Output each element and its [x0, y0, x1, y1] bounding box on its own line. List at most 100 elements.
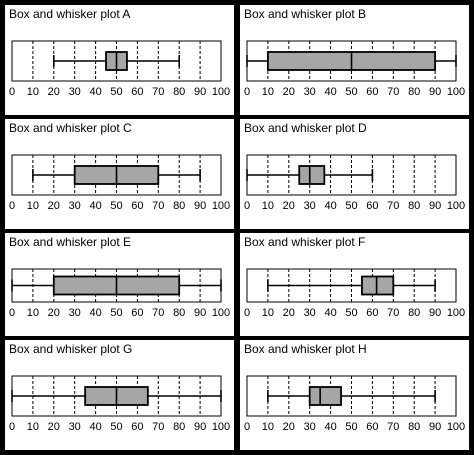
tick-label: 0 [9, 421, 15, 433]
tick-label: 60 [131, 200, 143, 212]
tick-label: 0 [244, 200, 250, 212]
tick-label: 0 [244, 421, 250, 433]
tick-label: 0 [9, 86, 15, 98]
box-plot-svg: 0 10 20 30 40 50 60 70 80 90 100 [9, 40, 230, 98]
panel-plot-f: Box and whisker plot F 0 10 20 30 40 50 60 70 80… [240, 233, 469, 336]
iqr-box [361, 275, 395, 296]
tick-label: 30 [304, 421, 316, 433]
tick-label: 60 [131, 421, 143, 433]
tick-label: 60 [366, 307, 378, 319]
tick-label: 0 [9, 200, 15, 212]
tick-label: 80 [173, 200, 185, 212]
tick-label: 50 [345, 200, 357, 212]
tick-label: 30 [304, 200, 316, 212]
box-plot-svg: 0 10 20 30 40 50 60 70 80 90 100 [9, 154, 230, 212]
tick-label: 10 [262, 421, 274, 433]
tick-label: 20 [283, 200, 295, 212]
tick-label: 90 [429, 421, 441, 433]
tick-label: 60 [366, 200, 378, 212]
tick-label: 80 [408, 200, 420, 212]
tick-label: 70 [387, 307, 399, 319]
panel-title: Box and whisker plot G [9, 342, 133, 356]
tick-label: 50 [345, 421, 357, 433]
tick-label: 90 [429, 200, 441, 212]
panel-title: Box and whisker plot C [9, 121, 132, 135]
tick-label: 80 [173, 421, 185, 433]
tick-label: 60 [366, 421, 378, 433]
panel-plot-a: Box and whisker plot A 0 10 20 30 40 50 60 70 80… [5, 5, 234, 115]
tick-label: 60 [131, 86, 143, 98]
tick-label: 10 [27, 307, 39, 319]
tick-label: 10 [262, 307, 274, 319]
tick-label: 10 [27, 421, 39, 433]
tick-label: 20 [48, 200, 60, 212]
tick-label: 30 [69, 307, 81, 319]
tick-label: 100 [447, 200, 465, 212]
tick-label: 20 [48, 421, 60, 433]
tick-label: 70 [387, 421, 399, 433]
tick-label: 80 [408, 86, 420, 98]
tick-label: 40 [89, 86, 101, 98]
box-plot-svg: 0 10 20 30 40 50 60 70 80 90 100 [244, 40, 465, 98]
tick-label: 20 [48, 86, 60, 98]
tick-label: 30 [69, 421, 81, 433]
panel-plot-b: Box and whisker plot B 0 10 20 30 40 50 60 70 80… [240, 5, 469, 115]
tick-label: 90 [194, 200, 206, 212]
panel-plot-h: Box and whisker plot H 0 10 20 30 40 50 60 70 80… [240, 340, 469, 450]
panel-plot-c: Box and whisker plot C 0 10 20 30 40 50 60 70 80… [5, 119, 234, 229]
tick-label: 50 [110, 421, 122, 433]
tick-label: 20 [48, 307, 60, 319]
panel-title: Box and whisker plot E [9, 235, 132, 249]
tick-label: 30 [304, 307, 316, 319]
panel-title: Box and whisker plot B [244, 7, 367, 21]
iqr-box [308, 386, 342, 406]
tick-label: 10 [27, 86, 39, 98]
tick-label: 70 [387, 200, 399, 212]
tick-label: 90 [194, 86, 206, 98]
tick-label: 70 [387, 86, 399, 98]
tick-label: 80 [408, 421, 420, 433]
tick-label: 40 [324, 200, 336, 212]
tick-label: 60 [131, 307, 143, 319]
panel-plot-d: Box and whisker plot D 0 10 20 30 40 50 60 70 80… [240, 119, 469, 229]
tick-label: 30 [69, 86, 81, 98]
tick-label: 30 [69, 200, 81, 212]
tick-label: 10 [262, 86, 274, 98]
tick-label: 20 [283, 421, 295, 433]
tick-label: 100 [212, 86, 230, 98]
tick-label: 40 [89, 421, 101, 433]
tick-label: 40 [324, 86, 336, 98]
panel-title: Box and whisker plot A [9, 7, 131, 21]
tick-label: 70 [152, 86, 164, 98]
panel-plot-e: Box and whisker plot E 0 10 20 30 40 50 60 70 80… [5, 233, 234, 336]
tick-label: 20 [283, 307, 295, 319]
box-plot-svg: 0 10 20 30 40 50 60 70 80 90 100 [9, 268, 230, 319]
box-plot-svg: 0 10 20 30 40 50 60 70 80 90 100 [244, 154, 465, 212]
tick-label: 0 [244, 307, 250, 319]
tick-label: 100 [447, 86, 465, 98]
panel-plot-g: Box and whisker plot G 0 10 20 30 40 50 60 70 80… [5, 340, 234, 450]
tick-label: 100 [212, 307, 230, 319]
tick-label: 40 [89, 200, 101, 212]
panel-title: Box and whisker plot D [244, 121, 367, 135]
iqr-box [298, 165, 326, 185]
tick-label: 80 [408, 307, 420, 319]
tick-label: 90 [194, 307, 206, 319]
tick-label: 70 [152, 307, 164, 319]
tick-label: 0 [9, 307, 15, 319]
tick-label: 10 [262, 200, 274, 212]
box-plot-svg: 0 10 20 30 40 50 60 70 80 90 100 [244, 375, 465, 433]
tick-label: 60 [366, 86, 378, 98]
tick-label: 70 [152, 421, 164, 433]
panel-title: Box and whisker plot H [244, 342, 367, 356]
tick-label: 50 [345, 86, 357, 98]
tick-label: 40 [324, 421, 336, 433]
tick-label: 100 [447, 307, 465, 319]
box-plot-svg: 0 10 20 30 40 50 60 70 80 90 100 [244, 268, 465, 319]
tick-label: 90 [194, 421, 206, 433]
tick-label: 90 [429, 307, 441, 319]
tick-label: 50 [345, 307, 357, 319]
tick-label: 10 [27, 200, 39, 212]
tick-label: 100 [212, 421, 230, 433]
